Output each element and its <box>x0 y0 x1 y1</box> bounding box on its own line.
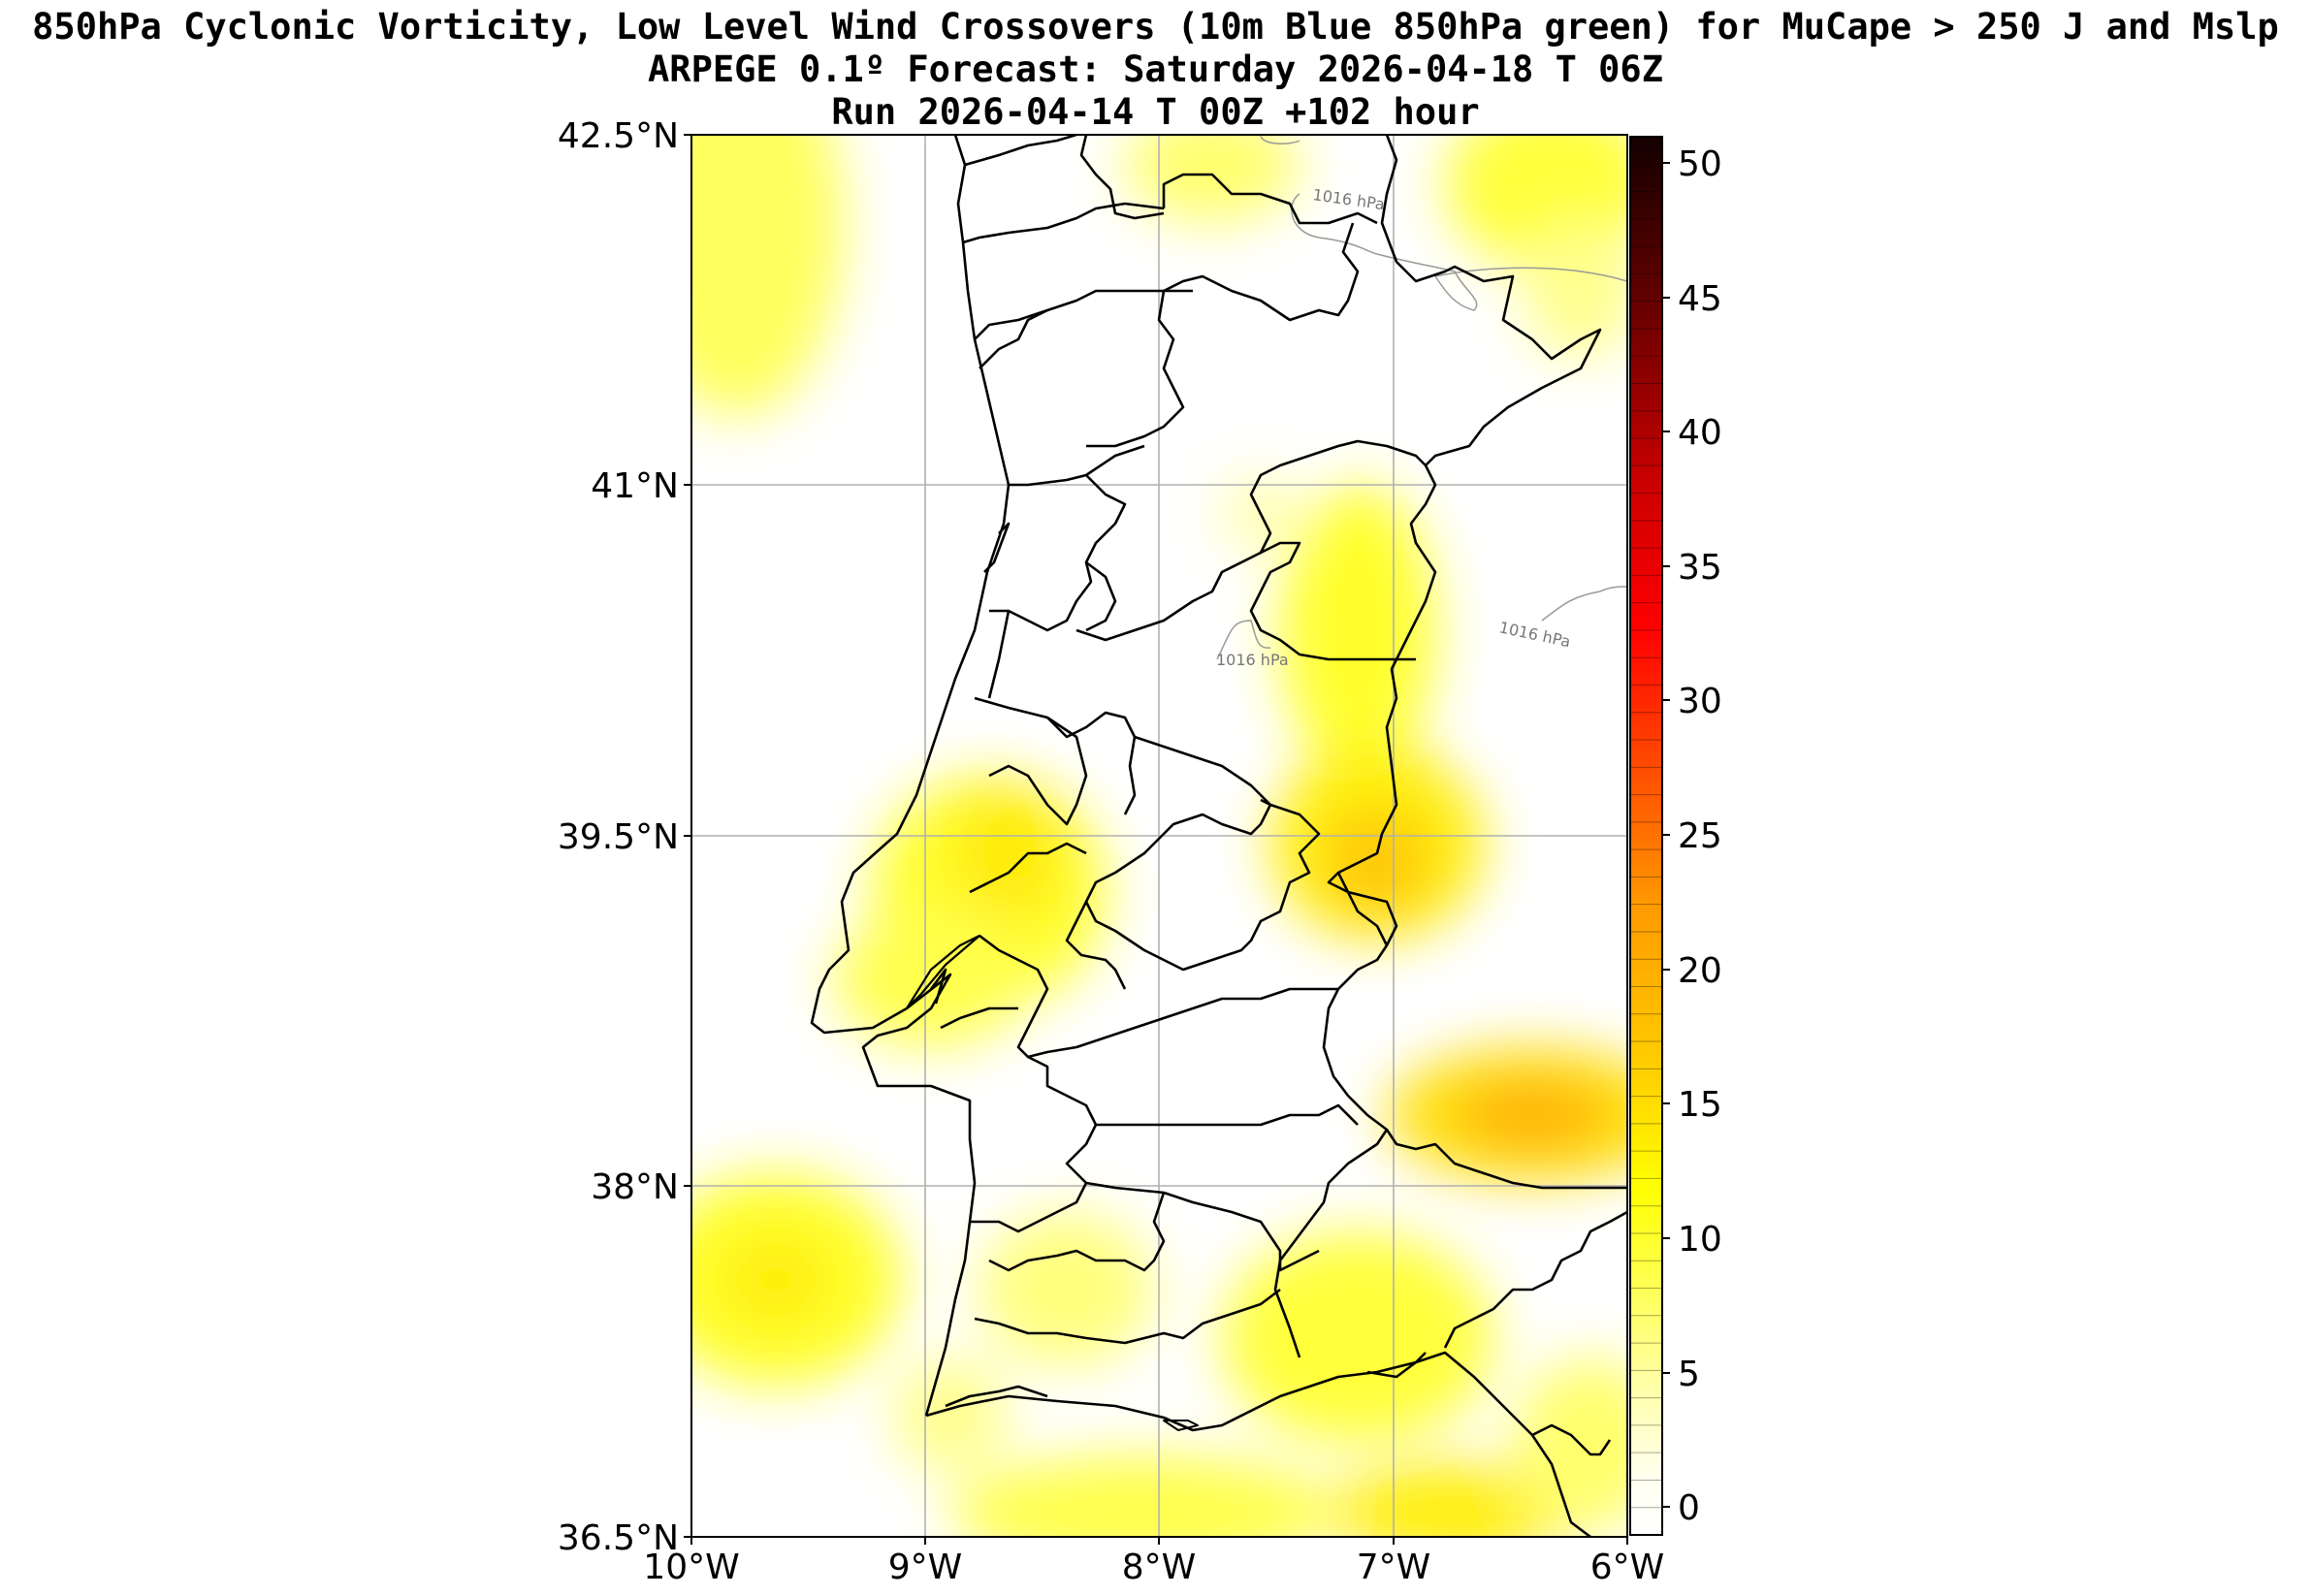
colorbar-tick-label: 5 <box>1678 1355 1700 1394</box>
lat-axis: 42.5°N 41°N 39.5°N 38°N 36.5°N <box>558 116 691 1558</box>
isobar-label: 1016 hPa <box>1216 651 1289 669</box>
colorbar-level-lines <box>1630 163 1662 1509</box>
lat-tick-label: 38°N <box>591 1167 679 1207</box>
lon-tick-label: 8°W <box>1122 1548 1197 1587</box>
colorbar-tick-label: 10 <box>1678 1220 1722 1260</box>
colorbar-tick-label: 40 <box>1678 413 1722 453</box>
coastline-and-borders <box>810 135 1627 1537</box>
chart-title-line-3: Run 2026-04-14 T 00Z +102 hour <box>831 91 1480 133</box>
lat-tick-label: 41°N <box>591 466 679 506</box>
lon-tick-label: 9°W <box>888 1548 963 1587</box>
lon-tick-label: 10°W <box>643 1548 739 1587</box>
lon-tick-label: 7°W <box>1357 1548 1431 1587</box>
isobars <box>1216 135 1627 660</box>
graticule <box>691 135 1627 1537</box>
lon-tick-label: 6°W <box>1590 1548 1665 1587</box>
colorbar-ticks: 50 45 40 35 30 25 20 15 10 5 0 <box>1662 144 1722 1528</box>
colorbar: 50 45 40 35 30 25 20 15 10 5 0 <box>1629 136 1722 1536</box>
chart-title-line-1: 850hPa Cyclonic Vorticity, Low Level Win… <box>32 6 2279 48</box>
colorbar-tick-label: 45 <box>1678 279 1722 319</box>
lat-tick-label: 42.5°N <box>558 116 679 156</box>
lon-axis: 10°W 9°W 8°W 7°W 6°W <box>643 1537 1664 1587</box>
colorbar-tick-label: 30 <box>1678 682 1722 721</box>
chart-title-line-2: ARPEGE 0.1º Forecast: Saturday 2026-04-1… <box>648 48 1663 90</box>
colorbar-tick-label: 20 <box>1678 951 1722 991</box>
lat-tick-label: 36.5°N <box>558 1518 679 1558</box>
colorbar-tick-label: 15 <box>1678 1085 1722 1125</box>
lat-tick-label: 39.5°N <box>558 817 679 857</box>
colorbar-tick-label: 25 <box>1678 816 1722 856</box>
colorbar-gradient <box>1630 137 1662 1535</box>
colorbar-tick-label: 0 <box>1678 1488 1700 1528</box>
colorbar-tick-label: 35 <box>1678 548 1722 588</box>
colorbar-tick-label: 50 <box>1678 144 1722 184</box>
